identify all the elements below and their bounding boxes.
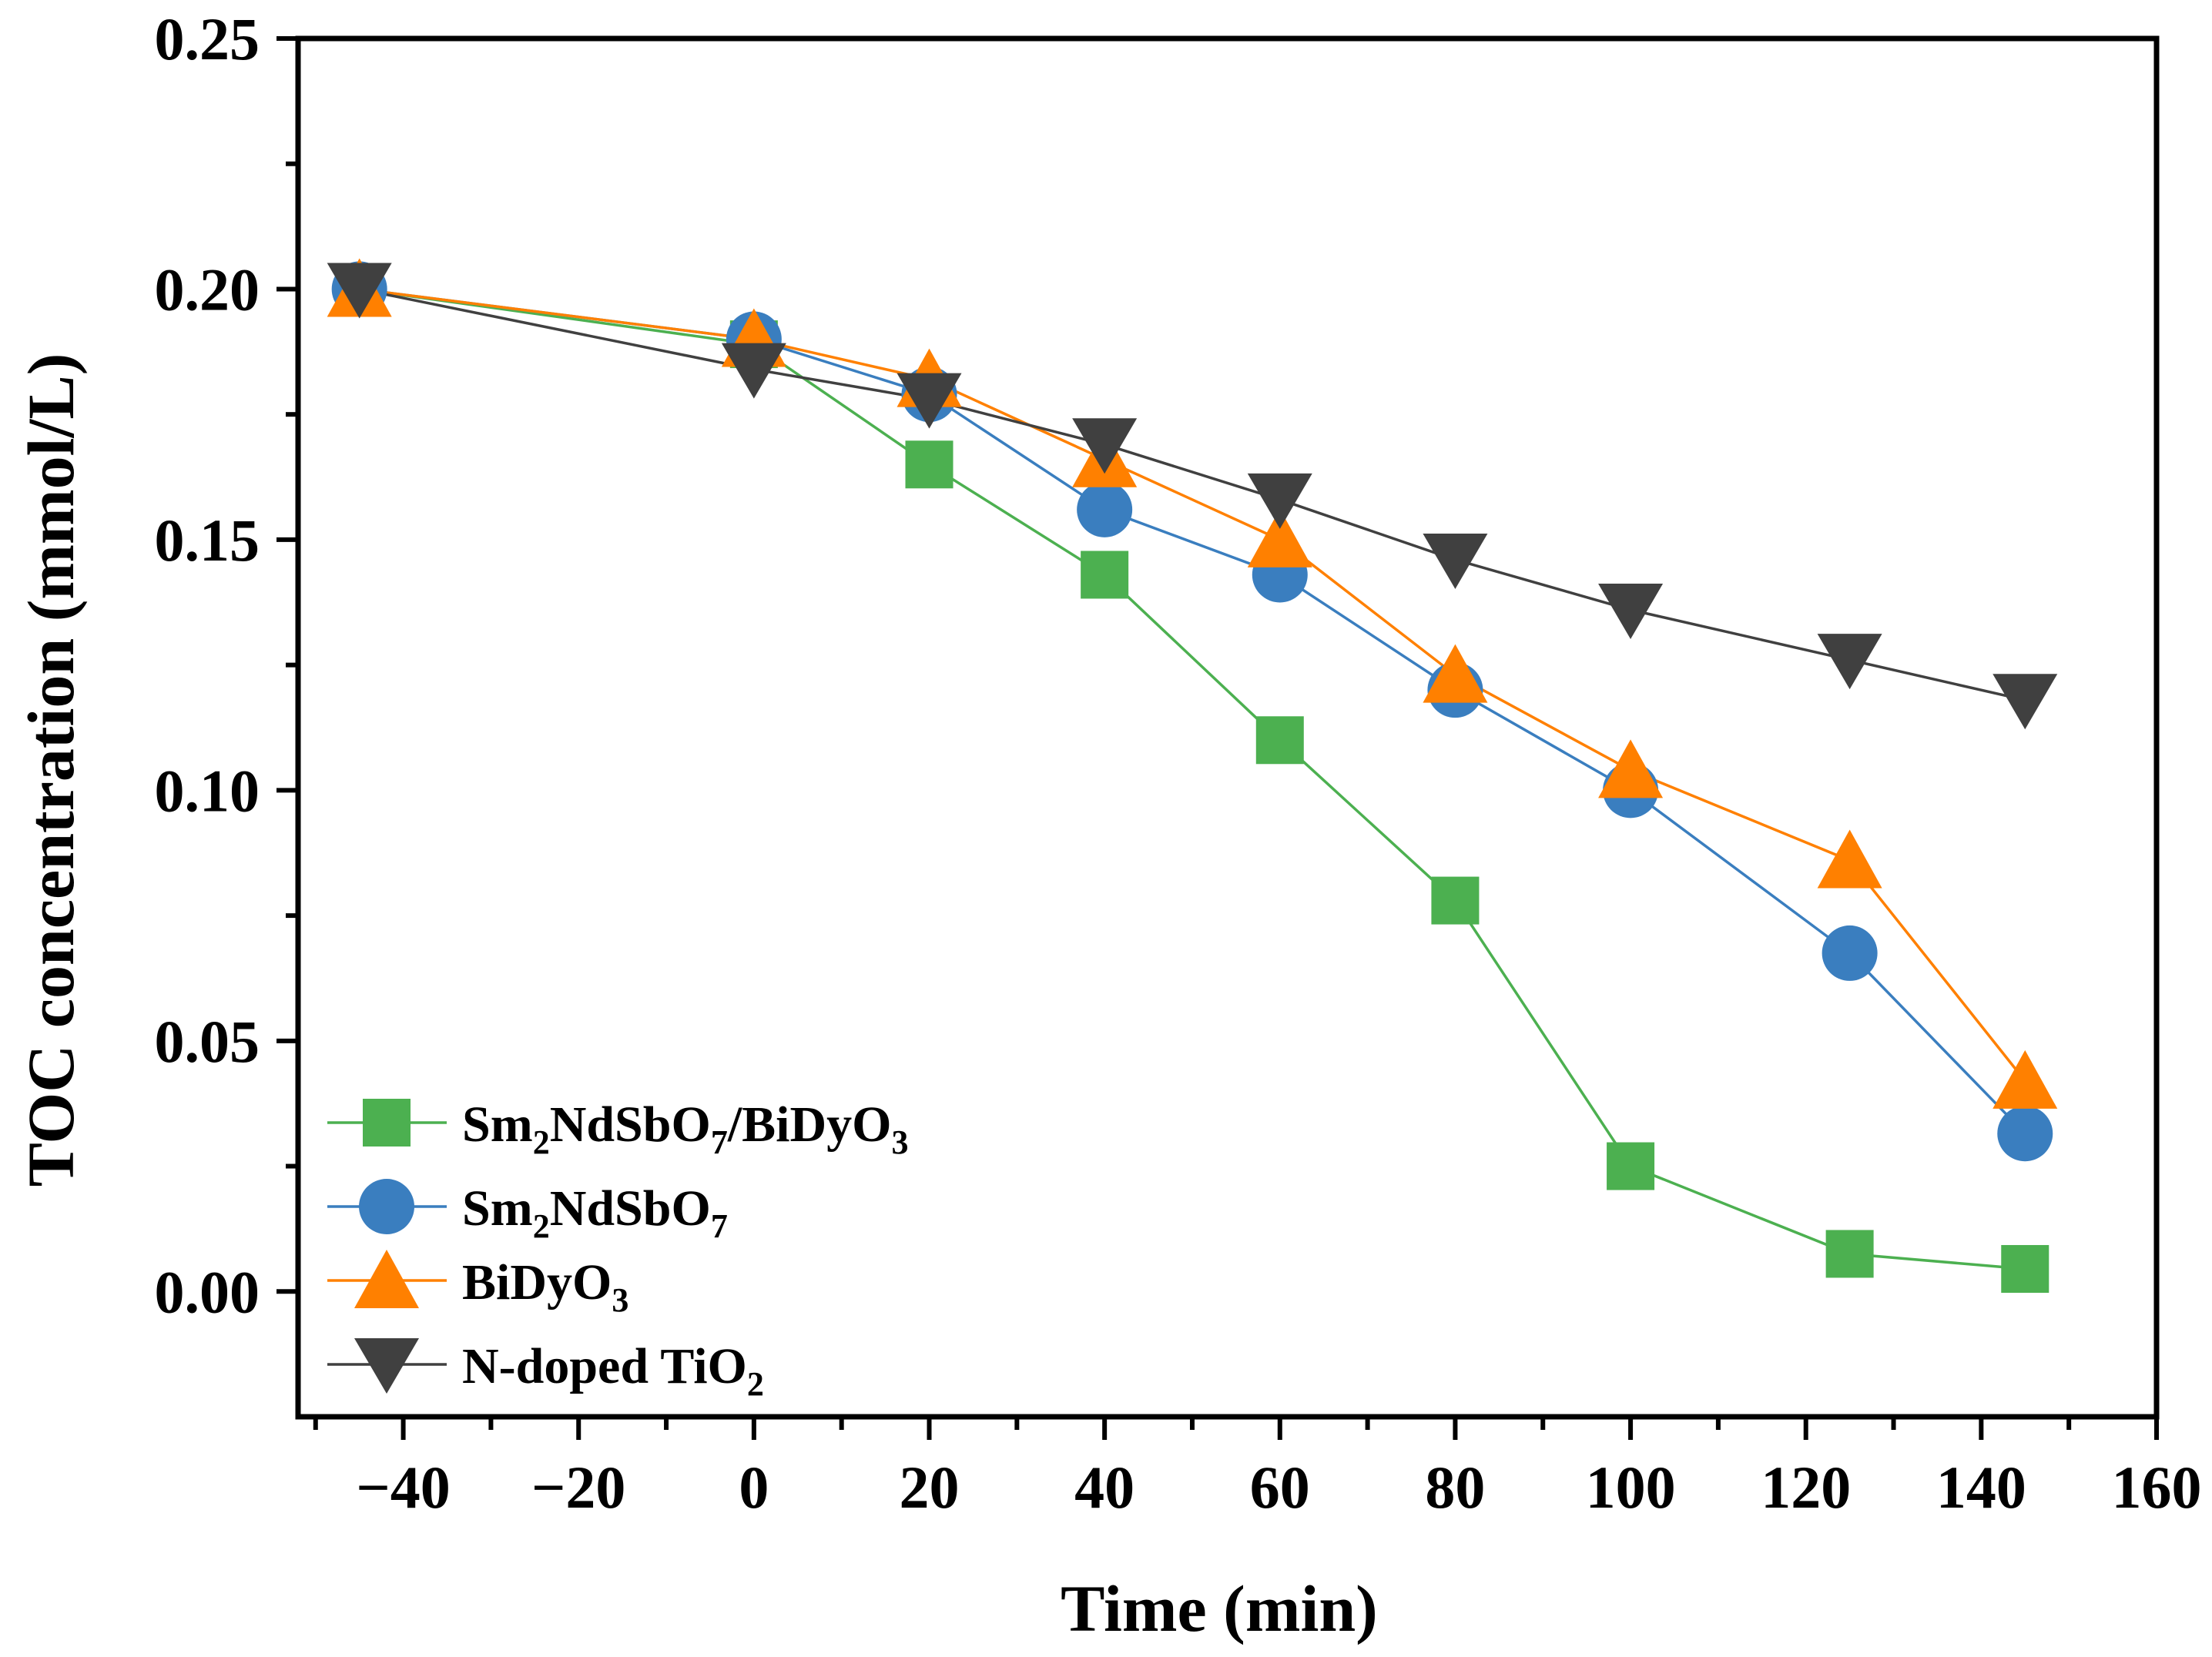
legend-label-2: BiDyO3	[462, 1254, 628, 1319]
series-layer	[327, 258, 2058, 1293]
legend-label-3: N-doped TiO2	[462, 1338, 764, 1403]
data-point-s3-p4	[1247, 473, 1312, 529]
data-point-s1-p7	[1822, 925, 1878, 981]
legend-marker-0	[363, 1099, 411, 1147]
legend-label-1: Sm2NdSbO7	[462, 1180, 728, 1245]
y-tick-label-5: 0.25	[155, 5, 260, 72]
data-point-s3-p3	[1072, 418, 1138, 474]
x-tick-label-1: −20	[531, 1454, 625, 1521]
x-tick-label-4: 40	[1074, 1454, 1134, 1521]
y-tick-label-2: 0.10	[155, 757, 260, 824]
legend-marker-2	[354, 1250, 419, 1308]
axes-layer: −40 −20 0 20 40 60 80 100 120 140 160 0.00 0.05 0.10 0…	[155, 5, 2202, 1521]
data-point-s2-p8	[1992, 1049, 2058, 1109]
x-tick-label-7: 100	[1586, 1454, 1676, 1521]
data-point-s0-p8	[2001, 1244, 2049, 1293]
data-point-s0-p4	[1255, 716, 1304, 765]
y-axis-title: TOC concentration (mmol/L)	[14, 353, 88, 1187]
data-point-s1-p3	[1077, 481, 1133, 537]
x-tick-label-9: 140	[1936, 1454, 2026, 1521]
data-point-s3-p5	[1423, 533, 1488, 589]
x-tick-label-5: 60	[1250, 1454, 1310, 1521]
data-point-s0-p7	[1825, 1230, 1874, 1278]
data-point-s0-p5	[1431, 876, 1480, 925]
data-point-s3-p0	[327, 263, 392, 319]
legend-marker-1	[359, 1179, 414, 1234]
data-point-s3-p6	[1598, 584, 1664, 640]
data-point-s0-p2	[905, 440, 954, 489]
legend: Sm2NdSbO7/BiDyO3 Sm2NdSbO7 BiDyO3 N-doped T…	[327, 1096, 909, 1403]
x-tick-label-3: 20	[900, 1454, 960, 1521]
x-tick-label-6: 80	[1425, 1454, 1485, 1521]
legend-label-0: Sm2NdSbO7/BiDyO3	[462, 1096, 909, 1161]
data-point-s2-p5	[1423, 644, 1488, 703]
y-tick-label-0: 0.00	[155, 1258, 260, 1325]
data-point-s3-p7	[1817, 634, 1882, 690]
data-point-s3-p8	[1992, 674, 2058, 730]
x-tick-label-10: 160	[2112, 1454, 2202, 1521]
data-point-s2-p4	[1247, 508, 1312, 567]
x-tick-label-2: 0	[739, 1454, 769, 1521]
y-tick-label-3: 0.15	[155, 507, 260, 574]
data-point-s3-p2	[897, 373, 962, 429]
legend-marker-3	[354, 1338, 419, 1394]
data-point-s0-p6	[1607, 1142, 1655, 1190]
x-tick-label-0: −40	[356, 1454, 450, 1521]
plot-frame	[295, 35, 2160, 1420]
data-point-s3-p1	[721, 343, 786, 399]
data-point-s0-p3	[1081, 551, 1129, 599]
data-point-s1-p8	[1997, 1106, 2053, 1162]
y-tick-label-1: 0.05	[155, 1008, 260, 1075]
x-tick-label-8: 120	[1761, 1454, 1851, 1521]
data-point-s2-p7	[1817, 829, 1882, 889]
x-axis-title: Time (min)	[1061, 1572, 1378, 1645]
y-tick-label-4: 0.20	[155, 256, 260, 323]
data-point-s2-p6	[1598, 739, 1664, 798]
